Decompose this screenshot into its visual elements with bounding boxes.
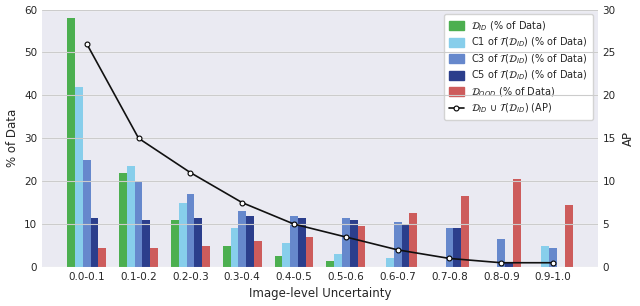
Bar [394,222,401,267]
Bar [564,205,573,267]
Bar [497,239,505,267]
Bar [298,218,306,267]
Bar [223,246,230,267]
Bar [505,263,513,267]
Bar [67,18,75,267]
Bar [75,87,83,267]
Bar [306,237,314,267]
Bar [195,218,202,267]
Bar [513,179,521,267]
Bar [410,213,417,267]
Bar [230,228,238,267]
Bar [453,228,461,267]
Bar [91,218,99,267]
Bar [541,246,549,267]
Legend: $\mathcal{D}_{ID}$ (% of Data), C1 of $\mathcal{T}(\mathcal{D}_{ID})$ (% of Data: $\mathcal{D}_{ID}$ (% of Data), C1 of $\… [444,14,593,120]
Bar [282,244,290,267]
Bar [150,248,158,267]
Bar [119,173,127,267]
Bar [171,220,179,267]
Y-axis label: % of Data: % of Data [6,109,19,167]
Bar [342,218,349,267]
Bar [445,228,453,267]
Bar [254,241,262,267]
X-axis label: Image-level Uncertainty: Image-level Uncertainty [249,287,391,300]
Bar [326,261,334,267]
Bar [134,181,143,267]
Bar [386,259,394,267]
Bar [143,220,150,267]
Y-axis label: AP: AP [621,131,634,146]
Bar [358,226,365,267]
Bar [99,248,106,267]
Bar [186,194,195,267]
Bar [290,215,298,267]
Bar [83,160,91,267]
Bar [401,224,410,267]
Bar [334,254,342,267]
Bar [179,203,186,267]
Bar [246,215,254,267]
Bar [202,246,210,267]
Bar [549,248,557,267]
Bar [238,211,246,267]
Bar [275,256,282,267]
Bar [127,166,134,267]
Bar [461,196,469,267]
Bar [349,220,358,267]
